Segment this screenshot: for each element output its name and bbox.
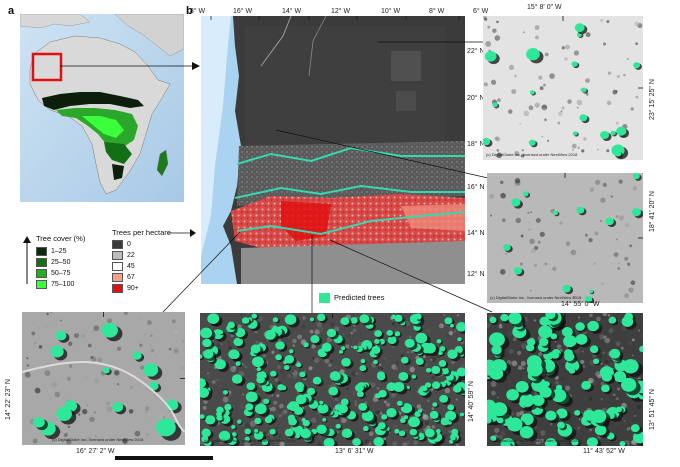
- legend-label: 75–100: [51, 281, 75, 288]
- inset-bottom-left-lat: 14° 22' 23" N: [5, 379, 12, 420]
- legend-item: 25–50: [36, 257, 85, 268]
- legend-swatch: [112, 251, 123, 260]
- inset-bottom-right-credit: (c) DigitalGlobe Inc., licensed under Ne…: [490, 438, 582, 443]
- legend-label: 45: [127, 263, 135, 270]
- legend-label: 0: [127, 241, 131, 248]
- inset-bottom-center-credit: (c) DigitalGlobe Inc., licensed under Ne…: [204, 438, 296, 443]
- legend-item: 45: [112, 261, 171, 272]
- inset-mid-right: (c) DigitalGlobe Inc., licensed under Ne…: [487, 173, 643, 303]
- inset-bottom-center-lon: 13° 6' 31" W: [335, 448, 374, 455]
- legend-swatch: [112, 240, 123, 249]
- inset-bottom-right: (c) DigitalGlobe Inc., licensed under Ne…: [487, 313, 643, 446]
- right-lat-label: 14° N: [467, 230, 485, 237]
- top-lon-label: 6° W: [473, 8, 489, 15]
- predicted-trees-label: Predicted trees: [334, 293, 385, 302]
- inset-bottom-right-lon: 11° 43' 52" W: [583, 448, 625, 455]
- legend-swatch: [36, 258, 47, 267]
- right-lat-label: 22° N: [467, 48, 485, 55]
- legend-label: 22: [127, 252, 135, 259]
- inset-top-right-credit: (c) DigitalGlobe Inc., licensed under Ne…: [486, 152, 578, 157]
- tree-cover-legend: Tree cover (%) 1–25 25–50 50–75 75–100: [22, 234, 85, 290]
- inset-top-right-lon: 15° 8' 0" W: [527, 4, 562, 11]
- top-lon-label: 8° W: [429, 8, 445, 15]
- legend-item: 75–100: [36, 279, 85, 290]
- legend-item: 22: [112, 250, 171, 261]
- trees-per-hectare-legend: Trees per hectare 0 22 45 67 90+: [112, 228, 171, 294]
- right-lat-label: 12° N: [467, 271, 485, 278]
- inset-bottom-left-credit: (c) DigitalGlobe Inc., licensed under Ne…: [52, 437, 144, 442]
- legend-item: 50–75: [36, 268, 85, 279]
- top-lon-label: 16° W: [233, 8, 253, 15]
- inset-top-right-lat: 23° 15' 25" N: [649, 79, 656, 120]
- panel-b-letter: b: [186, 5, 193, 17]
- legend-item: 90+: [112, 283, 171, 294]
- legend-swatch: [112, 273, 123, 282]
- inset-bottom-right-lat: 13° 51' 45" N: [649, 389, 656, 430]
- legend-label: 1–25: [51, 248, 67, 255]
- inset-bottom-center: (c) DigitalGlobe Inc., licensed under Ne…: [200, 313, 465, 446]
- top-lon-label: 18° W: [186, 8, 206, 15]
- scale-bar: [115, 456, 213, 460]
- legend-swatch: [36, 269, 47, 278]
- inset-mid-right-lat: 18° 41' 20" N: [649, 191, 656, 232]
- africa-map: [20, 14, 184, 202]
- legend-swatch: [112, 284, 123, 293]
- legend-label: 90+: [127, 285, 139, 292]
- legend-label: 50–75: [51, 270, 71, 277]
- inset-bottom-center-lat: 14° 40' 59" N: [468, 381, 475, 422]
- inset-bottom-left: (c) DigitalGlobe Inc., licensed under Ne…: [22, 312, 185, 445]
- predicted-trees-swatch: [319, 292, 330, 303]
- right-lat-label: 16° N: [467, 184, 485, 191]
- arrow-up-icon: [23, 236, 31, 284]
- inset-bottom-left-lon: 16° 27' 2" W: [76, 448, 115, 455]
- arrow-right-icon: [168, 229, 196, 237]
- legend-swatch: [36, 280, 47, 289]
- inset-mid-right-lon: 14° 55' 0" W: [561, 301, 600, 308]
- legend-swatch: [36, 247, 47, 256]
- legend-item: 0: [112, 239, 171, 250]
- predicted-trees-legend: Predicted trees: [319, 292, 384, 303]
- sahel-map: [201, 16, 465, 284]
- legend-label: 67: [127, 274, 135, 281]
- top-lon-label: 12° W: [331, 8, 351, 15]
- right-lat-label: 20° N: [467, 95, 485, 102]
- tree-cover-legend-title: Tree cover (%): [36, 234, 86, 243]
- right-lat-label: 18° N: [467, 141, 485, 148]
- panel-a-letter: a: [8, 5, 15, 17]
- legend-item: 67: [112, 272, 171, 283]
- legend-item: 1–25: [36, 246, 85, 257]
- inset-mid-right-credit: (c) DigitalGlobe Inc., licensed under Ne…: [490, 295, 582, 300]
- top-lon-label: 14° W: [282, 8, 302, 15]
- top-lon-label: 10° W: [381, 8, 401, 15]
- legend-swatch: [112, 262, 123, 271]
- trees-legend-title: Trees per hectare: [112, 228, 171, 237]
- connector-arrow: [60, 62, 200, 70]
- inset-top-right: (c) DigitalGlobe Inc., licensed under Ne…: [483, 16, 643, 160]
- legend-label: 25–50: [51, 259, 71, 266]
